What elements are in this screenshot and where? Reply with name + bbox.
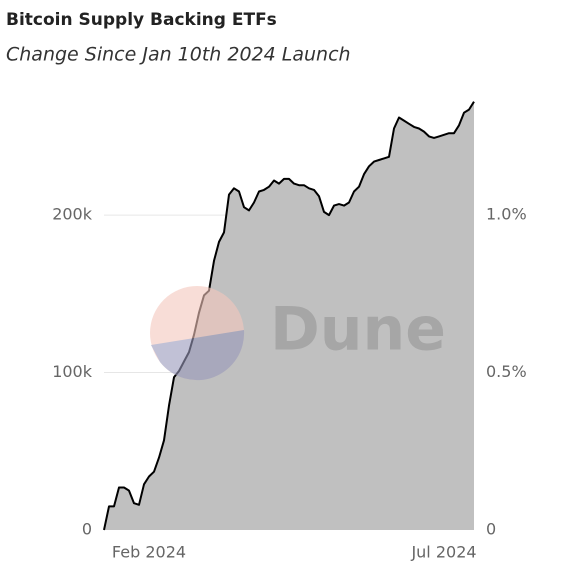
watermark-slice — [151, 330, 245, 381]
y2-tick-label: 1.0% — [486, 205, 527, 224]
watermark-text: Dune — [270, 295, 446, 365]
plot-area — [103, 101, 475, 531]
y2-tick-label: 0.5% — [486, 362, 527, 381]
chart-subtitle: Change Since Jan 10th 2024 Launch — [6, 44, 351, 66]
y-tick-label: 100k — [52, 362, 93, 381]
x-tick-label: Jul 2024 — [410, 543, 476, 562]
y-tick-label: 200k — [52, 205, 93, 224]
x-tick-label: Feb 2024 — [112, 543, 186, 562]
y-tick-label: 0 — [82, 520, 92, 539]
watermark-logo — [150, 286, 245, 381]
line — [103, 101, 475, 531]
area-fill — [104, 101, 474, 530]
chart-title: Bitcoin Supply Backing ETFs — [6, 10, 277, 30]
y2-tick-label: 0 — [486, 520, 496, 539]
